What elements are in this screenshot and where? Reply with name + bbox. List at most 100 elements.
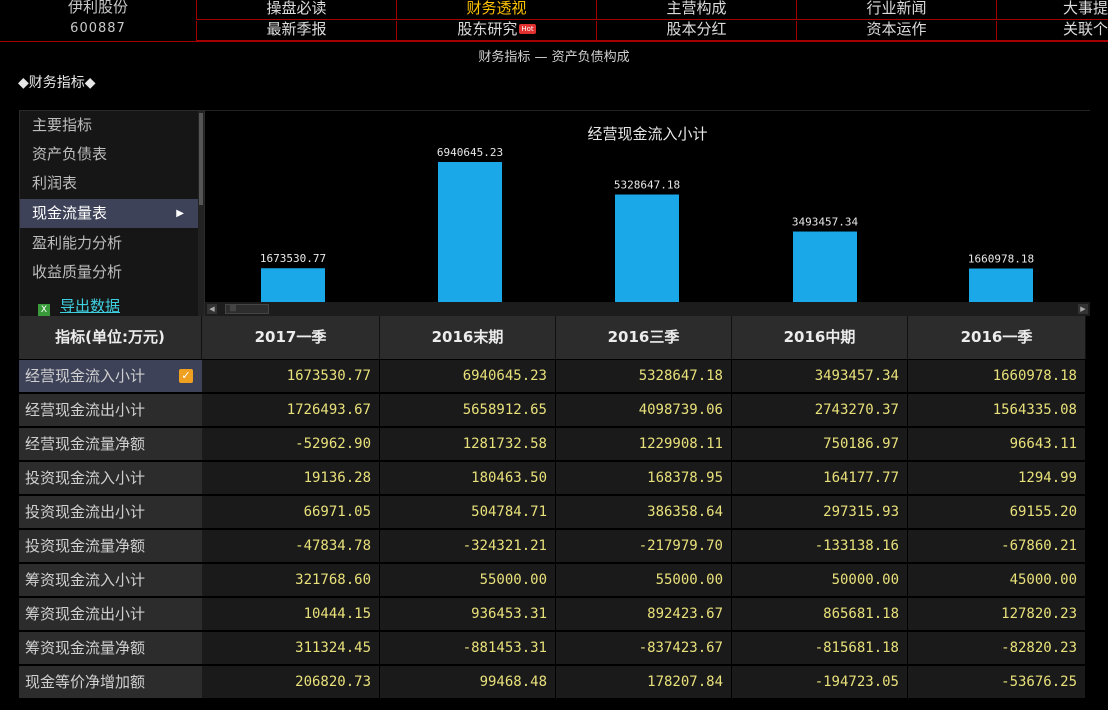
nav-tab-ziben[interactable]: 资本运作 xyxy=(796,21,996,41)
table-row-label[interactable]: 经营现金流量净额 xyxy=(19,428,202,460)
table-row-label[interactable]: 筹资现金流入小计 xyxy=(19,564,202,596)
chart-data-label: 6940645.23 xyxy=(437,146,503,159)
table-cell: -815681.18 xyxy=(732,632,908,664)
nav-divider xyxy=(0,41,1108,42)
export-data-link[interactable]: X 导出数据 xyxy=(38,295,120,317)
table-column-header[interactable]: 2016一季 xyxy=(908,316,1086,359)
table-cell: 6940645.23 xyxy=(380,360,556,392)
table-cell: 311324.45 xyxy=(202,632,380,664)
table-row-label[interactable]: 投资现金流出小计 xyxy=(19,496,202,528)
table-row-label[interactable]: 现金等价净增加额 xyxy=(19,666,202,698)
table-row-label[interactable]: 筹资现金流量净额 xyxy=(19,632,202,664)
stock-info: 伊利股份 600887 xyxy=(0,0,196,42)
table-cell: 127820.23 xyxy=(908,598,1086,630)
menu-item-label: 盈利能力分析 xyxy=(32,234,123,252)
table-cell: 164177.77 xyxy=(732,462,908,494)
menu-scrollbar-thumb[interactable] xyxy=(199,113,203,205)
nav-tab-label: 股本分红 xyxy=(666,21,727,38)
nav-tab-zhuying[interactable]: 主营构成 xyxy=(596,0,796,20)
table-cell: 19136.28 xyxy=(202,462,380,494)
menu-item-label: 利润表 xyxy=(32,174,78,192)
menu-item-label: 主要指标 xyxy=(32,116,93,134)
table-cell: 297315.93 xyxy=(732,496,908,528)
nav-tab-label: 行业新闻 xyxy=(866,0,927,17)
menu-item-label: 现金流量表 xyxy=(32,204,108,222)
table-cell: 180463.50 xyxy=(380,462,556,494)
chart-bar[interactable] xyxy=(261,268,325,302)
nav-tab-caopan[interactable]: 操盘必读 xyxy=(196,0,396,20)
breadcrumb: 财务指标 — 资产负债构成 xyxy=(478,50,630,65)
table-column-header[interactable]: 2016三季 xyxy=(556,316,732,359)
menu-item-cash-flow[interactable]: 现金流量表 ▶ xyxy=(20,199,198,228)
chart-scrollbar[interactable]: ◀ ||| ▶ xyxy=(205,302,1090,316)
table-cell: 5658912.65 xyxy=(380,394,556,426)
table-cell: 45000.00 xyxy=(908,564,1086,596)
table-cell: 1673530.77 xyxy=(202,360,380,392)
scroll-right-icon[interactable]: ▶ xyxy=(1078,304,1088,314)
table-cell: 2743270.37 xyxy=(732,394,908,426)
nav-tab-label: 操盘必读 xyxy=(266,0,327,17)
scroll-left-icon[interactable]: ◀ xyxy=(207,304,217,314)
nav-tab-label: 资本运作 xyxy=(866,21,927,38)
table-cell: -67860.21 xyxy=(908,530,1086,562)
table-row-label[interactable]: 投资现金流量净额 xyxy=(19,530,202,562)
table-row-label[interactable]: 经营现金流出小计 xyxy=(19,394,202,426)
table-column-header[interactable]: 2016末期 xyxy=(380,316,556,359)
chart-bar[interactable] xyxy=(969,268,1033,302)
table-cell: -82820.23 xyxy=(908,632,1086,664)
menu-item-profitability[interactable]: 盈利能力分析 xyxy=(20,229,198,258)
table-row-label[interactable]: 筹资现金流出小计 xyxy=(19,598,202,630)
table-cell: 99468.48 xyxy=(380,666,556,698)
nav-tab-label: 股东研究 xyxy=(457,21,518,38)
table-header-label: 指标(单位:万元) xyxy=(19,316,202,359)
nav-tab-guben[interactable]: 股本分红 xyxy=(596,21,796,41)
table-cell: -881453.31 xyxy=(380,632,556,664)
hot-badge: Hot xyxy=(519,24,536,34)
table-cell: -47834.78 xyxy=(202,530,380,562)
table-column-header[interactable]: 2016中期 xyxy=(732,316,908,359)
menu-item-earnings-quality[interactable]: 收益质量分析 xyxy=(20,258,198,287)
table-cell: 5328647.18 xyxy=(556,360,732,392)
table-cell: 936453.31 xyxy=(380,598,556,630)
nav-tab-label: 主营构成 xyxy=(666,0,727,17)
chart-title: 经营现金流入小计 xyxy=(587,125,708,143)
table-cell: 96643.11 xyxy=(908,428,1086,460)
table-cell: 1564335.08 xyxy=(908,394,1086,426)
table-cell: 1726493.67 xyxy=(202,394,380,426)
chart-bar[interactable] xyxy=(438,162,502,302)
nav-tab-gudong[interactable]: 股东研究 Hot xyxy=(396,21,596,41)
chart-bar[interactable] xyxy=(615,194,679,302)
nav-tab-dashi[interactable]: 大事提 xyxy=(996,0,1108,20)
table-cell: 1294.99 xyxy=(908,462,1086,494)
chart-scrollbar-thumb[interactable]: ||| xyxy=(225,304,269,314)
nav-tab-hangye[interactable]: 行业新闻 xyxy=(796,0,996,20)
table-cell: 10444.15 xyxy=(202,598,380,630)
stock-code: 600887 xyxy=(70,21,126,36)
checkbox-checked-icon[interactable]: ✓ xyxy=(179,369,193,383)
table-cell: -53676.25 xyxy=(908,666,1086,698)
table-cell: 750186.97 xyxy=(732,428,908,460)
menu-item-main-indicators[interactable]: 主要指标 xyxy=(20,111,198,140)
nav-tab-jibao[interactable]: 最新季报 xyxy=(196,21,396,41)
table-cell: 865681.18 xyxy=(732,598,908,630)
chart-bar[interactable] xyxy=(793,231,857,302)
table-cell: 321768.60 xyxy=(202,564,380,596)
nav-tab-label: 财务透视 xyxy=(466,0,527,17)
chart-data-label: 1660978.18 xyxy=(968,252,1034,265)
nav-tab-guanlian[interactable]: 关联个 xyxy=(996,21,1108,41)
table-cell: 4098739.06 xyxy=(556,394,732,426)
excel-icon: X xyxy=(38,304,50,317)
menu-item-balance-sheet[interactable]: 资产负债表 xyxy=(20,140,198,169)
chart-canvas: 1673530.77 6940645.23 5328647.18 3493457.34… xyxy=(260,146,1034,302)
nav-tab-caiwu[interactable]: 财务透视 xyxy=(396,0,596,20)
table-cell: -194723.05 xyxy=(732,666,908,698)
menu-scrollbar[interactable] xyxy=(198,111,204,317)
table-cell: 1660978.18 xyxy=(908,360,1086,392)
menu-item-income-statement[interactable]: 利润表 xyxy=(20,169,198,198)
table-column-header[interactable]: 2017一季 xyxy=(202,316,380,359)
table-row-label[interactable]: 经营现金流入小计 ✓ xyxy=(19,360,202,392)
section-title: ◆财务指标◆ xyxy=(18,75,96,91)
table-cell: 1281732.58 xyxy=(380,428,556,460)
table-row-label[interactable]: 投资现金流入小计 xyxy=(19,462,202,494)
cash-inflow-chart: 经营现金流入小计 1673530.77 6940645.23 5328647.18 3… xyxy=(205,110,1090,319)
